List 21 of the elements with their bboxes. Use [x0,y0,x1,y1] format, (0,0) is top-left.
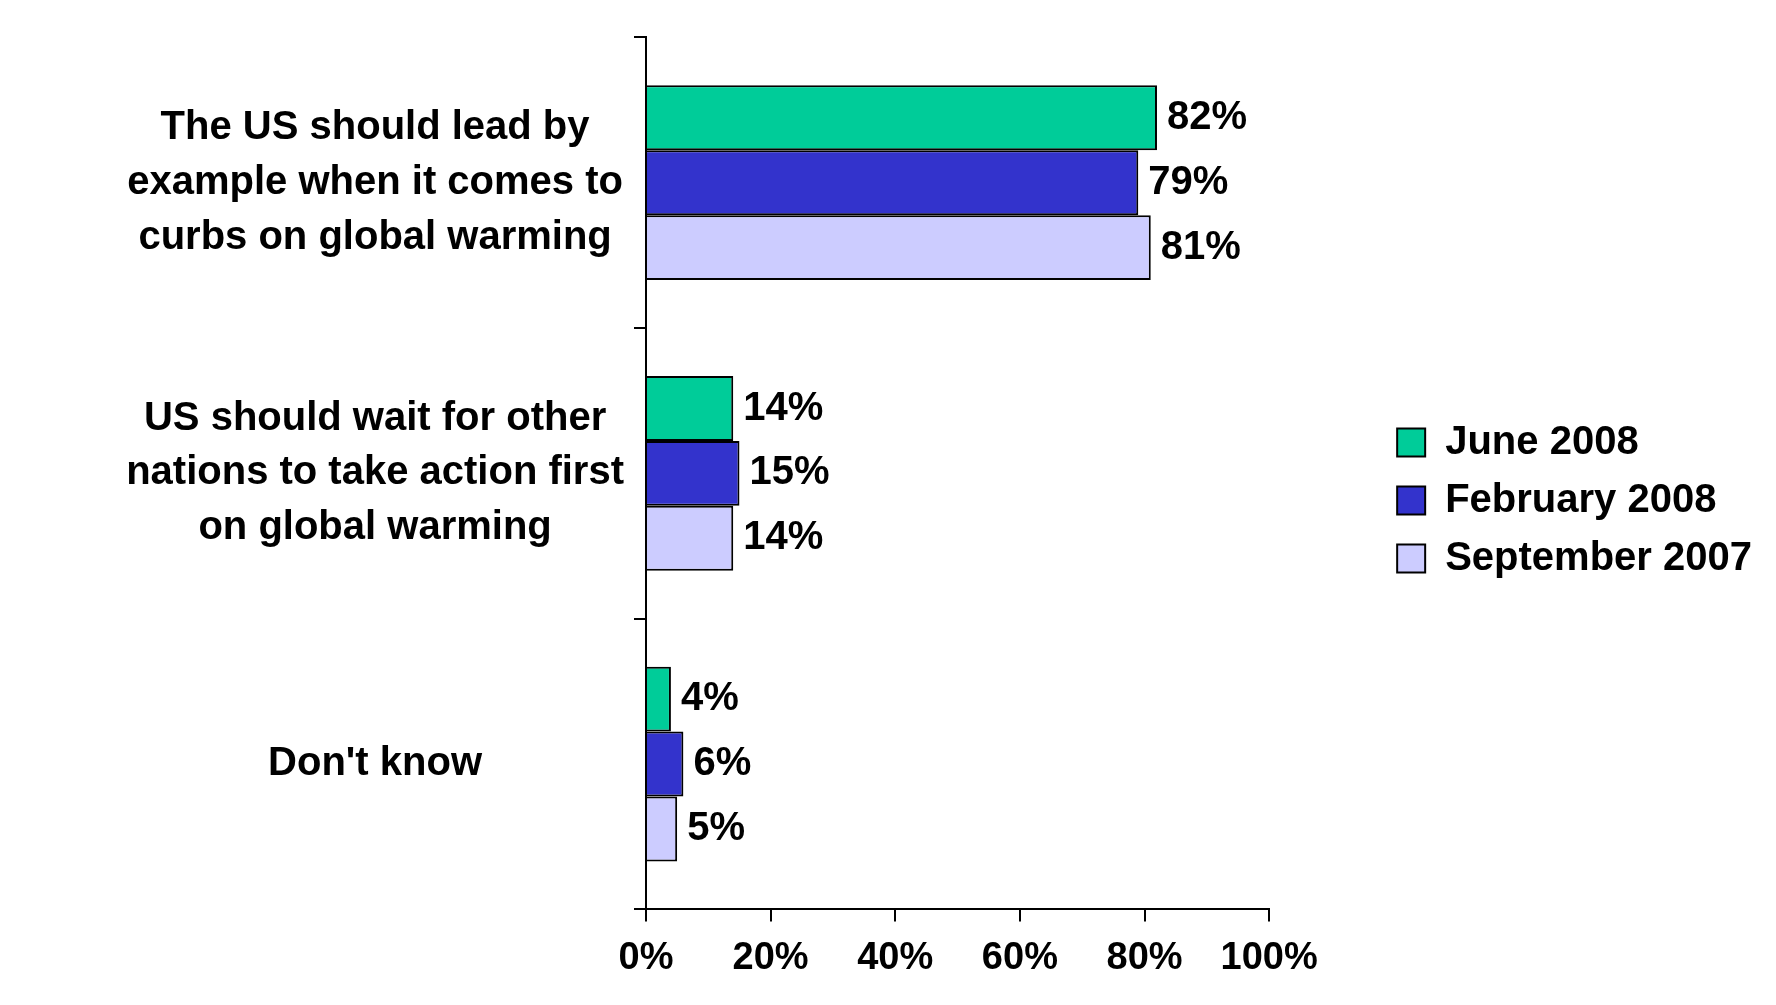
data-label: 4% [680,674,739,719]
x-tick-label: 0% [618,934,674,977]
data-label: 79% [1148,157,1229,202]
x-tick-label: 80% [1106,934,1183,977]
legend-label: June 2008 [1445,417,1639,462]
legend-label: February 2008 [1445,475,1717,520]
x-tick-label: 20% [732,934,809,977]
legend-label: September 2007 [1445,533,1753,578]
data-label: 81% [1160,222,1241,267]
data-label: 82% [1166,92,1248,137]
data-label: 6% [693,739,752,784]
y-tick-label: Don't know [268,739,483,784]
x-tick-label: 100% [1220,934,1318,977]
data-label: 5% [687,804,745,849]
data-label: 14% [743,513,824,558]
y-tick-label: US should wait for other nations to take action first on global warming [126,393,624,548]
y-tick-label: The US should lead by example when it comes to curbs on global warming [127,102,623,257]
data-label: 14% [743,383,824,428]
data-label: 15% [749,448,830,493]
x-tick-label: 60% [981,934,1058,977]
x-tick-label: 40% [857,934,934,977]
